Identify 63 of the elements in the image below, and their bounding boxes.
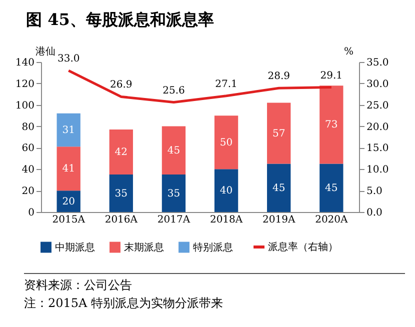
legend-label: 末期派息	[124, 241, 164, 254]
bar	[162, 126, 186, 174]
bar	[214, 169, 238, 212]
bar	[162, 174, 186, 212]
data-label: 27.1	[215, 78, 238, 90]
data-label: 45	[325, 182, 338, 194]
y-tick-label: 20	[22, 186, 34, 198]
y2-tick-label: 35.0	[366, 58, 389, 68]
data-label: 29.1	[320, 70, 343, 82]
bar	[56, 146, 80, 191]
text: 资料来源：公司公告	[24, 277, 133, 294]
data-label: 35	[167, 188, 180, 200]
y-axis-title: 港仙	[36, 46, 56, 58]
y2-axis-title: %	[344, 46, 354, 58]
data-label: 57	[272, 128, 286, 140]
bar	[320, 86, 344, 164]
data-label: 31	[62, 125, 75, 136]
data-label: 35	[114, 188, 128, 200]
y-tick-label: 0	[28, 208, 34, 218]
data-label: 20	[62, 196, 75, 208]
legend-label: 特别派息	[193, 241, 233, 254]
y2-tick-label: 5.0	[366, 186, 382, 198]
y-tick-label: 60	[22, 143, 34, 154]
bar	[109, 130, 133, 174]
x-tick-label: 2020A	[315, 214, 349, 226]
y-tick-label: 40	[22, 164, 34, 176]
data-label: 33.0	[57, 54, 80, 65]
y-tick-label: 80	[22, 122, 34, 133]
bar	[267, 164, 291, 212]
y2-tick-label: 30.0	[366, 78, 389, 90]
chart-title: 图 45、每股派息和派息率	[26, 10, 215, 31]
bar	[267, 102, 291, 164]
x-tick-label: 2015A	[52, 214, 86, 226]
y2-tick-label: 25.0	[366, 100, 389, 112]
data-label: 25.6	[162, 85, 185, 96]
y-tick-label: 120	[15, 78, 34, 90]
y2-tick-label: 20.0	[366, 122, 389, 133]
y2-tick-label: 0.0	[366, 208, 382, 218]
bar	[214, 116, 238, 170]
y2-tick-label: 10.0	[366, 164, 389, 176]
x-tick-label: 2017A	[157, 214, 191, 226]
data-label: 40	[220, 186, 233, 197]
y-tick-label: 100	[15, 100, 34, 112]
bar	[320, 164, 344, 212]
x-tick-label: 2016A	[104, 214, 138, 226]
data-label: 50	[220, 137, 233, 148]
y-tick-label: 140	[15, 58, 34, 68]
y2-tick-label: 15.0	[366, 143, 389, 154]
data-label: 45	[272, 182, 286, 194]
legend-label: 中期派息	[55, 241, 95, 254]
data-label: 41	[62, 164, 75, 175]
bar	[56, 113, 80, 147]
x-tick-label: 2019A	[262, 214, 296, 226]
data-label: 73	[325, 120, 338, 131]
data-label: 28.9	[268, 71, 290, 82]
bar	[56, 190, 80, 212]
text: 注：2015A 特别派息为实物分派带来	[24, 295, 224, 312]
bar	[109, 174, 133, 212]
data-label: 45	[167, 145, 180, 156]
data-label: 42	[114, 147, 128, 158]
legend-label: 派息率（右轴）	[268, 241, 338, 253]
x-tick-label: 2018A	[210, 214, 244, 226]
data-label: 26.9	[110, 80, 132, 91]
